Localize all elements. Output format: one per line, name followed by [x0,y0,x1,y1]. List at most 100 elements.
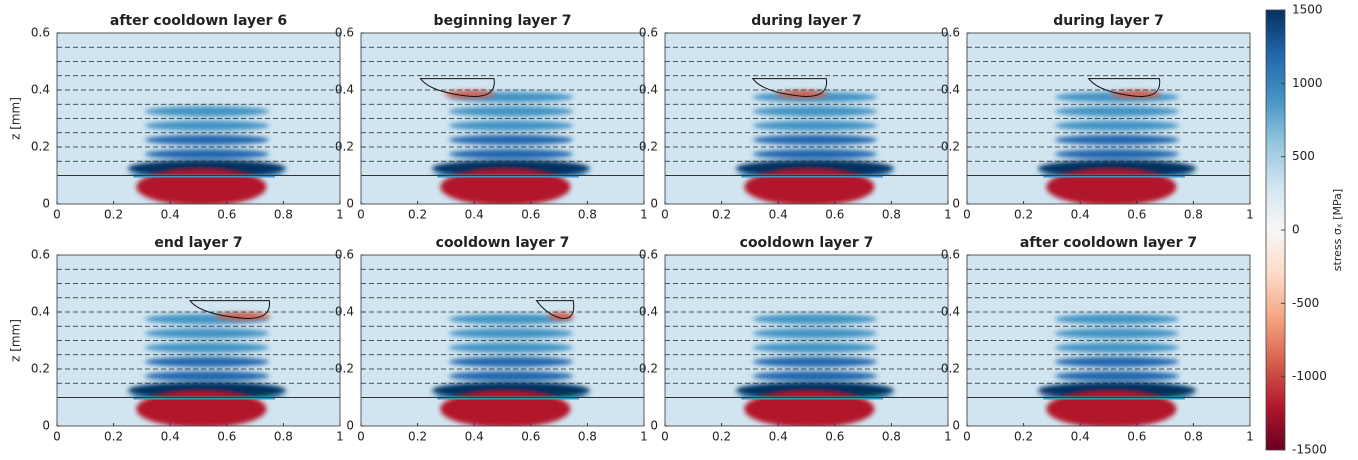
layer-stress [448,148,574,160]
axes-frame [360,32,645,205]
y-tick-label: 0.6 [335,26,354,40]
x-tick-label: 0.4 [769,430,788,444]
x-tick-label: 0.8 [578,430,597,444]
y-tick-label: 0.6 [639,248,658,262]
y-tick-label: 0.2 [31,362,50,376]
y-tick-label: 0.4 [941,83,960,97]
x-tick-label: 0.8 [274,208,293,222]
field [967,255,1250,426]
melt-pool [751,78,828,97]
axes-frame [360,254,645,427]
x-tick-label: 0.6 [217,430,236,444]
x-tick-label: 0.4 [161,208,180,222]
layer-stress [448,134,574,146]
x-tick-label: 0 [357,430,365,444]
colorbar-tick-label: 500 [1292,149,1315,163]
x-tick-label: 0.8 [882,430,901,444]
y-axis-label: z [mm] [9,97,23,140]
x-tick-label: 1 [336,208,344,222]
panel-title: cooldown layer 7 [740,235,874,251]
x-tick-label: 1 [640,208,648,222]
x-tick-label: 0 [963,430,971,444]
layer-stress [1054,313,1180,325]
panel-title: after cooldown layer 7 [1020,235,1197,251]
layer-stress [752,106,878,117]
x-tick-label: 0.2 [104,208,123,222]
field [57,255,340,426]
y-tick-label: 0.6 [639,26,658,40]
x-tick-label: 0.6 [825,208,844,222]
y-tick-label: 0 [346,197,354,211]
panel-title: during layer 7 [1053,13,1164,29]
axes-frame [664,32,949,205]
x-tick-label: 0 [357,208,365,222]
layer-stress [752,134,878,146]
y-tick-label: 0 [952,419,960,433]
colorbar-tick-label: 0 [1292,223,1300,237]
y-axis-label: z [mm] [9,319,23,362]
y-tick-label: 0.6 [941,26,960,40]
x-tick-label: 0.4 [1071,430,1090,444]
layer-stress [448,356,574,368]
layer-stress [1054,342,1180,353]
layer-stress [1054,120,1180,131]
x-tick-label: 0.6 [217,208,236,222]
axes-frame [966,32,1251,205]
layer-stress [752,120,878,131]
x-tick-label: 0.4 [769,208,788,222]
x-tick-label: 0 [963,208,971,222]
y-tick-label: 0.4 [31,305,50,319]
layer-stress [1054,134,1180,146]
layer-stress [448,106,574,117]
layer-stress [144,106,270,117]
y-tick-label: 0 [42,197,50,211]
y-tick-label: 0.2 [31,140,50,154]
layer-stress [1054,370,1180,382]
axes-frame [664,254,949,427]
colorbar-tick-label: 1500 [1292,3,1323,17]
colorbar-tick-label: 1000 [1292,76,1323,90]
field [665,255,948,426]
layer-stress [448,328,574,339]
y-tick-label: 0.2 [639,362,658,376]
layer-stress [1054,356,1180,368]
y-tick-label: 0 [42,419,50,433]
colorbar-tick-label: -1000 [1292,369,1327,383]
x-tick-label: 0.8 [882,208,901,222]
substrate-compression [1046,390,1177,426]
y-tick-label: 0.6 [335,248,354,262]
layer-stress [144,356,270,368]
axes-frame [966,254,1251,427]
layer-stress [448,342,574,353]
y-tick-label: 0.2 [335,362,354,376]
y-tick-label: 0.6 [31,248,50,262]
field [57,33,340,204]
y-tick-label: 0.2 [335,140,354,154]
x-tick-label: 1 [1246,430,1254,444]
layer-stress [752,342,878,353]
x-tick-label: 0.6 [521,430,540,444]
x-tick-label: 0.2 [1014,208,1033,222]
y-tick-label: 0.6 [31,26,50,40]
panel-title: during layer 7 [751,13,862,29]
substrate-compression [440,168,571,204]
y-tick-label: 0.2 [941,140,960,154]
x-tick-label: 0 [661,208,669,222]
layer-stress [144,370,270,382]
x-tick-label: 0.2 [408,208,427,222]
x-tick-label: 0.6 [521,208,540,222]
x-tick-label: 1 [336,430,344,444]
x-tick-label: 0.8 [578,208,597,222]
layer-stress [144,120,270,131]
x-tick-label: 0.8 [274,430,293,444]
x-tick-label: 0.8 [1184,430,1203,444]
layer-stress [1054,328,1180,339]
x-tick-label: 0.8 [1184,208,1203,222]
x-tick-label: 0 [53,208,61,222]
y-tick-label: 0.4 [335,305,354,319]
field [967,33,1250,204]
layer-stress [144,342,270,353]
layer-stress [144,134,270,146]
x-tick-label: 1 [1246,208,1254,222]
